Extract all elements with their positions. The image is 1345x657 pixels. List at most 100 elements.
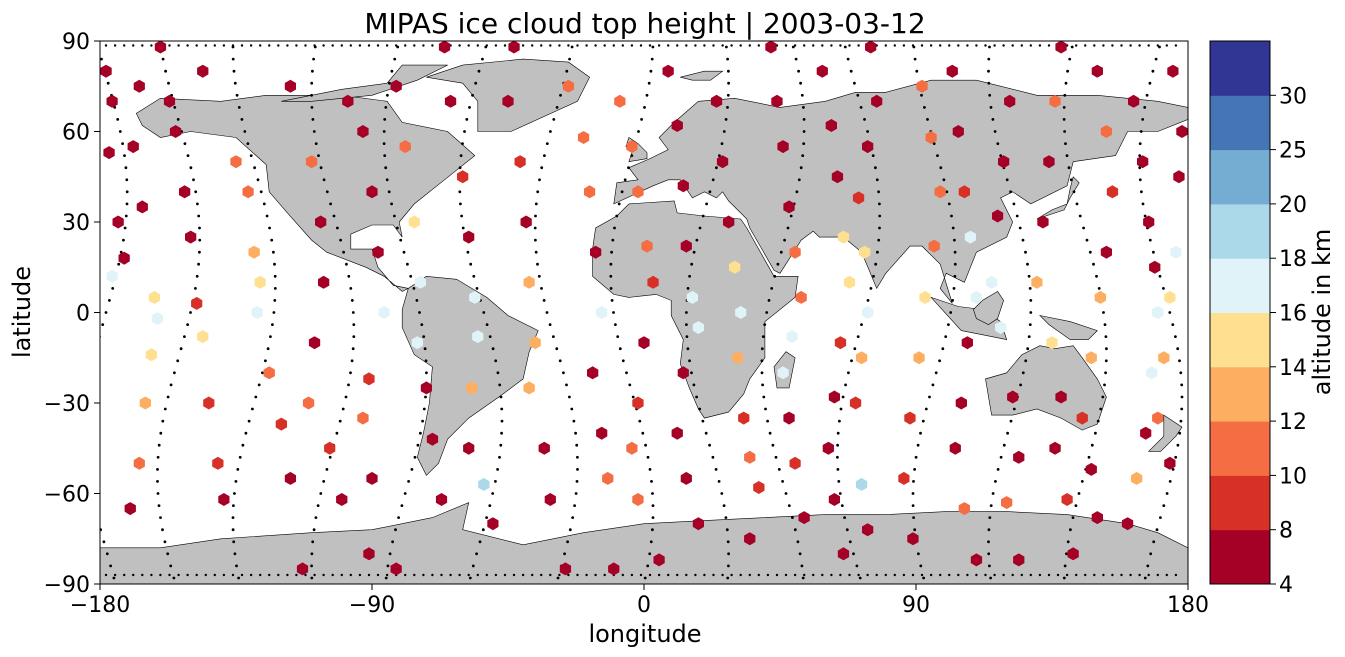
orbit-track-dot <box>941 347 945 351</box>
orbit-track-dot <box>273 274 277 278</box>
cloud-point <box>1137 155 1149 169</box>
orbit-track-dot <box>124 214 128 218</box>
cloud-point <box>1152 306 1164 319</box>
orbit-track-dot <box>721 44 724 47</box>
orbit-track-dot <box>639 44 643 47</box>
orbit-track-dot <box>1065 552 1068 556</box>
orbit-track-dot <box>966 573 969 577</box>
orbit-track-dot <box>694 573 697 577</box>
cloud-point <box>789 245 801 259</box>
orbit-track-dot <box>760 371 764 375</box>
cloud-point <box>677 179 689 193</box>
cloud-point <box>139 396 151 410</box>
orbit-track-dot <box>952 287 956 290</box>
orbit-track-dot <box>923 106 926 109</box>
orbit-track-dot <box>161 419 165 423</box>
orbit-track-dot <box>714 468 718 471</box>
orbit-track-dot <box>793 528 797 532</box>
orbit-track-dot <box>314 142 318 146</box>
cloud-point <box>744 450 756 464</box>
orbit-track-dot <box>725 45 728 49</box>
y-tick-label: 0 <box>76 302 90 327</box>
orbit-track-dot <box>1145 93 1149 97</box>
cloud-point <box>230 155 242 169</box>
orbit-track-dot <box>858 576 862 580</box>
orbit-track-dot <box>254 395 258 399</box>
land-borneo <box>973 290 1004 325</box>
orbit-track-dot <box>796 540 800 544</box>
orbit-track-dot <box>266 347 270 351</box>
orbit-track-dot <box>467 573 470 577</box>
orbit-track-dot <box>1138 166 1142 170</box>
orbit-track-dot <box>722 504 726 507</box>
cloud-point <box>414 275 426 289</box>
orbit-track-dot <box>838 419 841 423</box>
orbit-track-dot <box>548 323 552 326</box>
orbit-track-dot <box>467 44 470 47</box>
orbit-track-dot <box>1139 130 1143 133</box>
orbit-track-dot <box>340 573 343 577</box>
orbit-track-dot <box>762 395 766 399</box>
orbit-track-dot <box>1152 540 1156 544</box>
orbit-track-dot <box>485 573 488 577</box>
cloud-point <box>632 396 644 410</box>
orbit-track-dot <box>496 371 500 375</box>
orbit-track-dot <box>186 573 189 577</box>
cloud-point <box>626 441 638 455</box>
orbit-track-dot <box>727 81 730 85</box>
orbit-track-dot <box>884 44 887 47</box>
orbit-track-dot <box>1027 335 1031 338</box>
orbit-track-dot <box>1019 383 1022 387</box>
orbit-track-dot <box>576 468 579 471</box>
orbit-track-dot <box>698 226 702 230</box>
orbit-track-dot <box>1069 528 1072 532</box>
orbit-track-dot <box>393 57 397 61</box>
orbit-track-dot <box>630 154 634 158</box>
orbit-track-dot <box>491 347 495 351</box>
orbit-track-dot <box>987 552 991 556</box>
orbit-track-dot <box>576 44 579 47</box>
orbit-track-dot <box>781 480 784 483</box>
orbit-track-dot <box>559 93 562 97</box>
orbit-track-dot <box>914 455 918 459</box>
cloud-point <box>1140 426 1152 440</box>
orbit-track-dot <box>431 44 434 47</box>
cloud-point <box>284 79 296 93</box>
cloud-point <box>218 493 230 506</box>
orbit-track-dot <box>534 250 538 254</box>
colorbar-segment <box>1210 475 1270 531</box>
orbit-track-dot <box>1104 371 1107 375</box>
orbit-track-dot <box>1084 44 1087 47</box>
cloud-point <box>100 64 112 78</box>
orbit-track-dot <box>571 516 575 519</box>
land-africa <box>592 200 799 419</box>
orbit-track-dot <box>1148 238 1152 242</box>
orbit-track-dot <box>404 44 407 47</box>
orbit-track-dot <box>322 573 325 577</box>
cloud-point <box>641 239 653 253</box>
orbit-track-dot <box>638 419 642 423</box>
orbit-track-dot <box>233 81 237 85</box>
orbit-track-dot <box>549 573 552 577</box>
orbit-track-dot <box>576 455 579 459</box>
y-tick-label: 90 <box>62 30 90 55</box>
orbit-track-dot <box>1066 69 1069 73</box>
orbit-track-dot <box>812 573 815 577</box>
orbit-track-dot <box>874 262 878 266</box>
cloud-point <box>438 41 451 54</box>
cloud-point <box>366 185 378 199</box>
orbit-track-dot <box>1147 573 1150 577</box>
orbit-track-dot <box>347 274 351 278</box>
cloud-point <box>1067 547 1079 561</box>
orbit-track-dot <box>639 573 643 577</box>
orbit-track-dot <box>496 468 499 471</box>
cloud-point <box>191 296 203 310</box>
orbit-track-dot <box>1129 44 1132 47</box>
cloud-point <box>1143 215 1155 229</box>
orbit-track-dot <box>676 44 679 47</box>
x-axis-ticks: −180 −90 0 90 180 <box>70 584 1209 618</box>
orbit-track-dot <box>123 573 126 577</box>
orbit-track-dot <box>1093 573 1096 577</box>
orbit-track-dot <box>1176 443 1180 447</box>
cloud-point <box>1055 390 1067 404</box>
